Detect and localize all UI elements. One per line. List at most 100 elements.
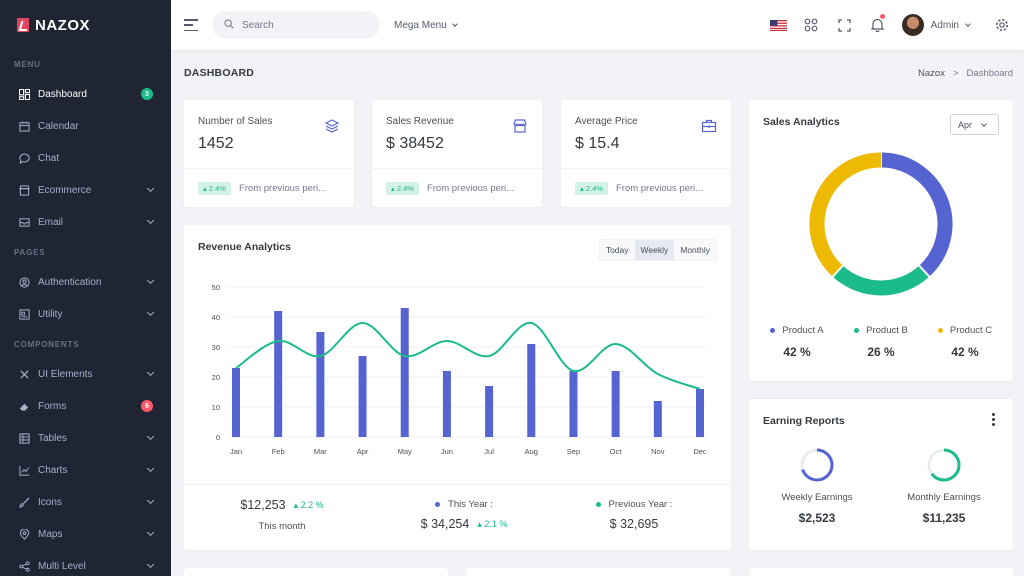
menu-toggle-icon[interactable] [184,19,198,31]
change-badge: ▴ 2.4% [575,181,608,195]
avatar [901,14,924,36]
topbar-actions: Admin [762,0,1024,50]
sidebar-item-ui-elements[interactable]: UI Elements [0,358,171,390]
x-tick-label: May [398,447,412,456]
chevron-down-icon [146,496,155,505]
sidebar-item-label: Dashboard [38,88,87,100]
bar[interactable] [358,356,367,437]
sidebar-item-label: Charts [38,464,68,476]
sidebar-item-maps[interactable]: Maps [0,518,171,550]
layers-icon [324,119,340,133]
pie-slice[interactable] [832,265,930,296]
earnings-value: $11,235 [922,511,966,525]
bar[interactable] [316,332,325,437]
search-input[interactable] [242,19,362,31]
pie-slice[interactable] [880,152,953,277]
sidebar-item-tables[interactable]: Tables [0,422,171,454]
stat-value: $ 15.4 [575,135,620,152]
topbar: Mega Menu Admin [171,0,1024,50]
sidebar-item-utility[interactable]: Utility [0,298,171,330]
sidebar-item-calendar[interactable]: Calendar [0,110,171,142]
more-options-icon[interactable] [992,413,995,426]
chevron-down-icon [146,216,155,225]
month-select[interactable]: Apr [950,114,999,135]
language-switcher[interactable] [762,0,795,50]
bar[interactable] [232,368,240,437]
monthly-progress-ring [927,448,961,482]
logo-icon [17,18,29,32]
bar[interactable] [274,311,283,437]
this-month-value: $12,253 [240,498,286,512]
bar[interactable] [400,308,409,437]
store-icon [513,119,527,133]
table-icon [18,432,30,444]
search-box[interactable] [212,11,380,39]
slice-separator [918,264,931,278]
notifications-button[interactable] [861,0,894,50]
y-tick-label: 20 [212,373,220,382]
legend-value: 26 % [867,345,895,359]
stat-card-revenue: Sales Revenue $ 38452 ▴ 2.4% From previo… [372,100,542,207]
legend-label: Product C [949,325,993,336]
fullscreen-button[interactable] [828,0,861,50]
ring-progress [927,448,961,482]
breadcrumb-link[interactable]: Nazox [918,68,945,79]
pie-slice[interactable] [809,152,882,277]
sidebar-item-dashboard[interactable]: Dashboard 3 [0,78,171,110]
card-title: Sales Analytics [763,116,840,128]
sidebar-item-label: Authentication [38,276,102,288]
bar[interactable] [569,371,578,437]
tab-today[interactable]: Today [605,245,629,255]
stat-value: $ 38452 [386,135,444,152]
slice-separator [831,264,844,278]
sidebar-item-label: Calendar [38,120,79,132]
x-tick-label: Jun [441,447,453,456]
bar[interactable] [696,389,704,437]
bar[interactable] [442,371,451,437]
period-toggle: Today Weekly Monthly [598,239,717,261]
calendar-icon [18,120,30,132]
sidebar-item-label: Multi Level [38,560,86,572]
bar[interactable] [653,401,662,437]
sidebar: NAZOX MENU Dashboard 3 Calendar Chat Eco… [0,0,171,576]
user-circle-icon [18,276,30,288]
x-tick-label: Jul [484,447,494,456]
this-year-label: This Year : [448,499,493,510]
sidebar-item-multi-level[interactable]: Multi Level [0,550,171,576]
sales-analytics-card: Sales Analytics Apr Product A 42 % Produ… [749,100,1013,381]
sidebar-item-icons[interactable]: Icons [0,486,171,518]
y-tick-label: 50 [212,283,220,292]
user-name: Admin [930,19,959,31]
earnings-value: $2,523 [798,511,836,525]
stat-card-sales: Number of Sales 1452 ▴ 2.4% From previou… [184,100,354,207]
bar[interactable] [485,386,494,437]
apps-button[interactable] [795,0,828,50]
stat-note: From previous peri... [238,182,327,194]
user-menu[interactable]: Admin [894,0,980,50]
sidebar-item-charts[interactable]: Charts [0,454,171,486]
legend-dot [435,502,441,507]
legend-dot [937,328,943,333]
sidebar-item-authentication[interactable]: Authentication [0,266,171,298]
sidebar-item-email[interactable]: Email [0,206,171,238]
bar[interactable] [611,371,620,437]
tab-weekly[interactable]: Weekly [634,240,675,260]
bell-icon [870,18,884,32]
bar[interactable] [527,344,536,437]
brand-logo[interactable]: NAZOX [0,0,171,50]
this-month-label: This month [258,521,306,532]
tab-monthly[interactable]: Monthly [680,245,710,255]
map-pin-icon [18,528,30,540]
sidebar-item-label: Utility [38,308,63,320]
mega-menu-dropdown[interactable]: Mega Menu [394,20,458,31]
chart-icon [18,464,30,476]
sidebar-item-forms[interactable]: Forms 6 [0,390,171,422]
revenue-analytics-card: Revenue Analytics Today Weekly Monthly 0… [184,225,731,550]
sidebar-item-chat[interactable]: Chat [0,142,171,174]
x-tick-label: Sep [567,447,580,456]
share-icon [18,560,30,572]
sidebar-item-ecommerce[interactable]: Ecommerce [0,174,171,206]
y-tick-label: 40 [212,313,220,322]
legend-product-a: Product A 42 % [755,325,839,359]
settings-button[interactable] [980,0,1024,50]
